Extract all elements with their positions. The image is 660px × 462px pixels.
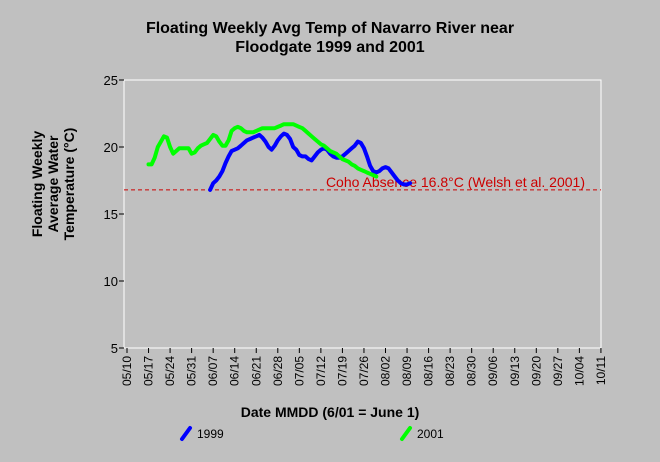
x-tick-label: 09/13 (508, 356, 522, 386)
x-tick-label: 05/31 (185, 356, 199, 386)
x-tick-label: 07/26 (357, 356, 371, 386)
x-tick-label: 08/16 (422, 356, 436, 386)
plot-area (123, 79, 602, 349)
x-tick-label: 05/24 (163, 356, 177, 386)
x-tick-label: 06/14 (228, 356, 242, 386)
legend-label-2001: 2001 (417, 427, 444, 441)
legend-swatch-1999 (180, 426, 192, 441)
y-axis-label-line-3: Temperature (°C) (61, 128, 77, 241)
y-axis-label-line-2: Average Water (45, 135, 61, 233)
series-line-2001 (146, 122, 379, 179)
x-tick-label: 06/07 (206, 356, 220, 386)
y-tick-label: 20 (104, 140, 118, 155)
x-tick-label: 07/05 (292, 356, 306, 386)
y-axis-label: Floating Weekly Average Water Temperatur… (29, 128, 77, 241)
chart-title-line-1: Floating Weekly Avg Temp of Navarro Rive… (146, 20, 514, 37)
x-tick-label: 07/19 (335, 356, 349, 386)
series-group (146, 122, 413, 192)
coho-threshold-label: Coho Absence 16.8°C (Welsh et al. 2001) (326, 174, 585, 190)
x-ticks: 05/10 05/17 05/24 05/31 06/07 06/14 06/21 06/28… (120, 348, 608, 386)
chart-title-line-2: Floodgate 1999 and 2001 (235, 39, 425, 56)
threshold-group: Coho Absence 16.8°C (Welsh et al. 2001) (124, 174, 601, 191)
legend-swatch-2001 (400, 426, 412, 441)
x-tick-label: 09/20 (529, 356, 543, 386)
y-tick-label: 10 (104, 274, 118, 289)
y-ticks: 5 10 15 20 25 (104, 73, 124, 356)
x-tick-label: 08/02 (379, 356, 393, 386)
x-tick-label: 08/30 (465, 356, 479, 386)
x-tick-label: 05/10 (120, 356, 134, 386)
x-tick-label: 09/06 (486, 356, 500, 386)
y-tick-label: 25 (104, 73, 118, 88)
x-tick-label: 05/17 (142, 356, 156, 386)
x-tick-label: 07/12 (314, 356, 328, 386)
x-tick-label: 10/04 (572, 356, 586, 386)
y-tick-label: 15 (104, 207, 118, 222)
x-tick-label: 10/11 (594, 356, 608, 385)
legend-label-1999: 1999 (197, 427, 224, 441)
series-line-1999 (208, 131, 413, 192)
x-tick-label: 09/27 (551, 356, 565, 386)
x-tick-label: 06/21 (249, 356, 263, 386)
x-tick-label: 08/23 (443, 356, 457, 386)
y-axis-label-line-1: Floating Weekly (29, 131, 45, 238)
legend: 1999 2001 (180, 426, 444, 441)
x-tick-label: 08/09 (400, 356, 414, 386)
y-tick-label: 5 (111, 341, 118, 356)
x-tick-label: 06/28 (271, 356, 285, 386)
x-axis-label: Date MMDD (6/01 = June 1) (241, 404, 420, 420)
